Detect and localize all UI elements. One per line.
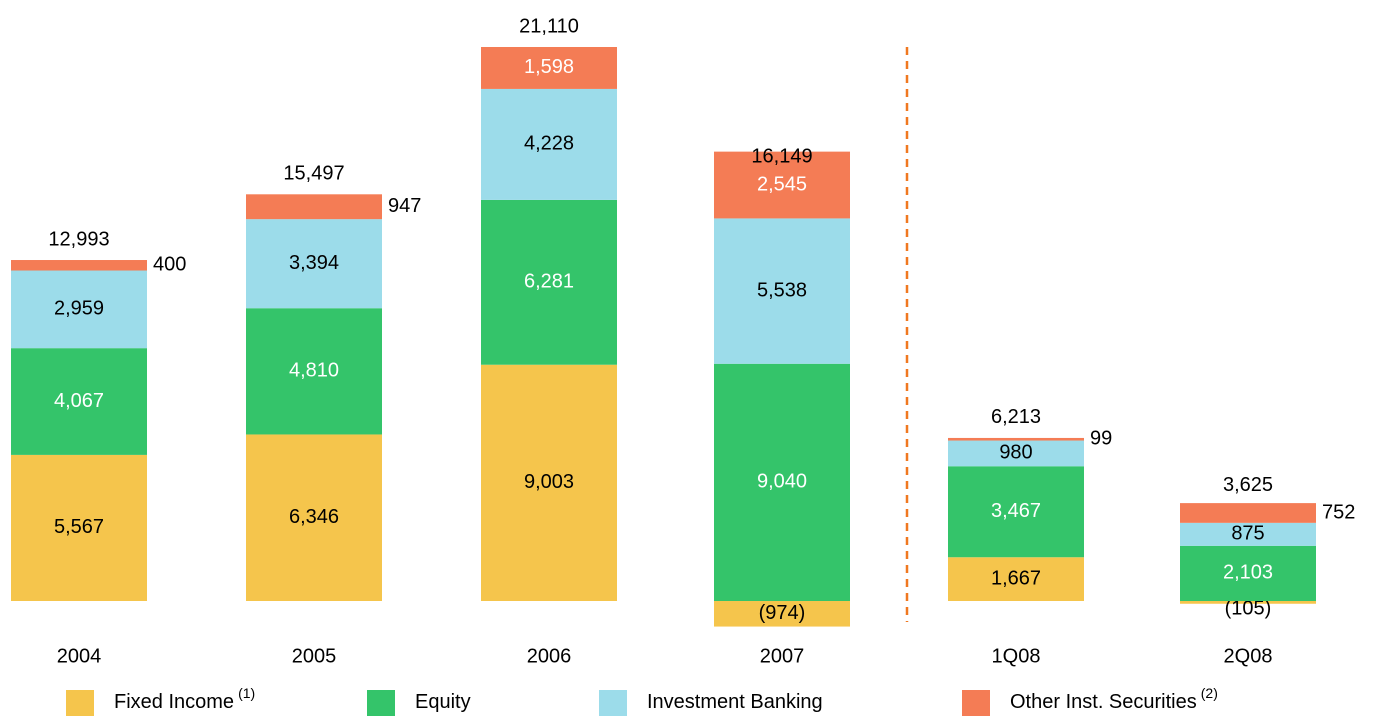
legend-swatch	[599, 690, 627, 716]
value-label: 5,567	[54, 516, 104, 538]
total-label: 12,993	[48, 228, 109, 250]
bar-segment	[714, 601, 850, 627]
legend-label: Other Inst. Securities (2)	[1010, 685, 1218, 714]
value-label: 2,959	[54, 298, 104, 320]
value-label: 400	[153, 254, 186, 276]
bar-segment	[714, 151, 850, 219]
bar-segment	[11, 454, 147, 601]
bar-segment	[246, 219, 382, 309]
value-label: 947	[388, 195, 421, 217]
x-tick-label: 2004	[57, 645, 102, 667]
bar-segment	[1180, 522, 1316, 546]
total-label: 15,497	[283, 163, 344, 185]
value-label: 752	[1322, 501, 1355, 523]
value-label: 6,281	[524, 271, 574, 293]
bar-segment	[246, 308, 382, 435]
value-label: (105)	[1225, 597, 1272, 619]
x-tick-label: 1Q08	[992, 645, 1041, 667]
bar-segment	[481, 364, 617, 601]
x-tick-label: 2007	[760, 645, 805, 667]
legend-name: Equity	[415, 691, 471, 713]
bar-segment	[1180, 503, 1316, 523]
x-tick-label: 2006	[527, 645, 572, 667]
legend-name: Fixed Income	[114, 691, 234, 713]
value-label: 5,538	[757, 279, 807, 301]
legend-name: Investment Banking	[647, 691, 823, 713]
bar-segment	[11, 260, 147, 271]
legend-swatch	[66, 690, 94, 716]
bar-segment	[11, 348, 147, 455]
bar-segment	[948, 466, 1084, 558]
bar-segment	[948, 557, 1084, 601]
value-label: 99	[1090, 428, 1112, 450]
value-label: 3,467	[991, 500, 1041, 522]
bar-segment	[481, 88, 617, 200]
value-label: (974)	[759, 602, 806, 624]
legend-note: (2)	[1201, 685, 1218, 701]
total-label: 3,625	[1223, 474, 1273, 496]
bar-segment	[714, 363, 850, 601]
value-label: 980	[999, 442, 1032, 464]
bar-segment	[246, 434, 382, 601]
bar-segment	[714, 218, 850, 364]
x-tick-label: 2Q08	[1224, 645, 1273, 667]
bar-segment	[948, 437, 1084, 441]
bar-segment	[481, 47, 617, 89]
total-label: 21,110	[519, 15, 579, 37]
value-label: 4,067	[54, 390, 104, 412]
bar-segment	[481, 199, 617, 365]
legend-label: Fixed Income (1)	[114, 685, 255, 714]
value-label: 1,667	[991, 567, 1041, 589]
bar-segment	[1180, 601, 1316, 604]
bar-segment	[948, 440, 1084, 467]
value-label: 6,346	[289, 506, 339, 528]
value-label: 2,103	[1223, 562, 1273, 584]
legend-note: (1)	[238, 685, 255, 701]
value-label: 1,598	[524, 56, 574, 78]
x-tick-label: 2005	[292, 645, 337, 667]
value-label: 2,545	[757, 173, 807, 195]
value-label: 9,040	[757, 471, 807, 493]
value-label: 875	[1231, 523, 1264, 545]
value-label: 4,810	[289, 360, 339, 382]
bar-segment	[246, 194, 382, 220]
legend-label: Equity	[415, 691, 471, 713]
legend-swatch	[962, 690, 990, 716]
legend-swatch	[367, 690, 395, 716]
value-label: 3,394	[289, 252, 339, 274]
total-label: 16,149	[751, 145, 812, 167]
legend-name: Other Inst. Securities	[1010, 691, 1197, 713]
total-label: 6,213	[991, 406, 1041, 428]
bar-segment	[1180, 545, 1316, 601]
value-label: 9,003	[524, 471, 574, 493]
value-label: 4,228	[524, 133, 574, 155]
legend-label: Investment Banking	[647, 691, 823, 713]
bar-segment	[11, 270, 147, 349]
